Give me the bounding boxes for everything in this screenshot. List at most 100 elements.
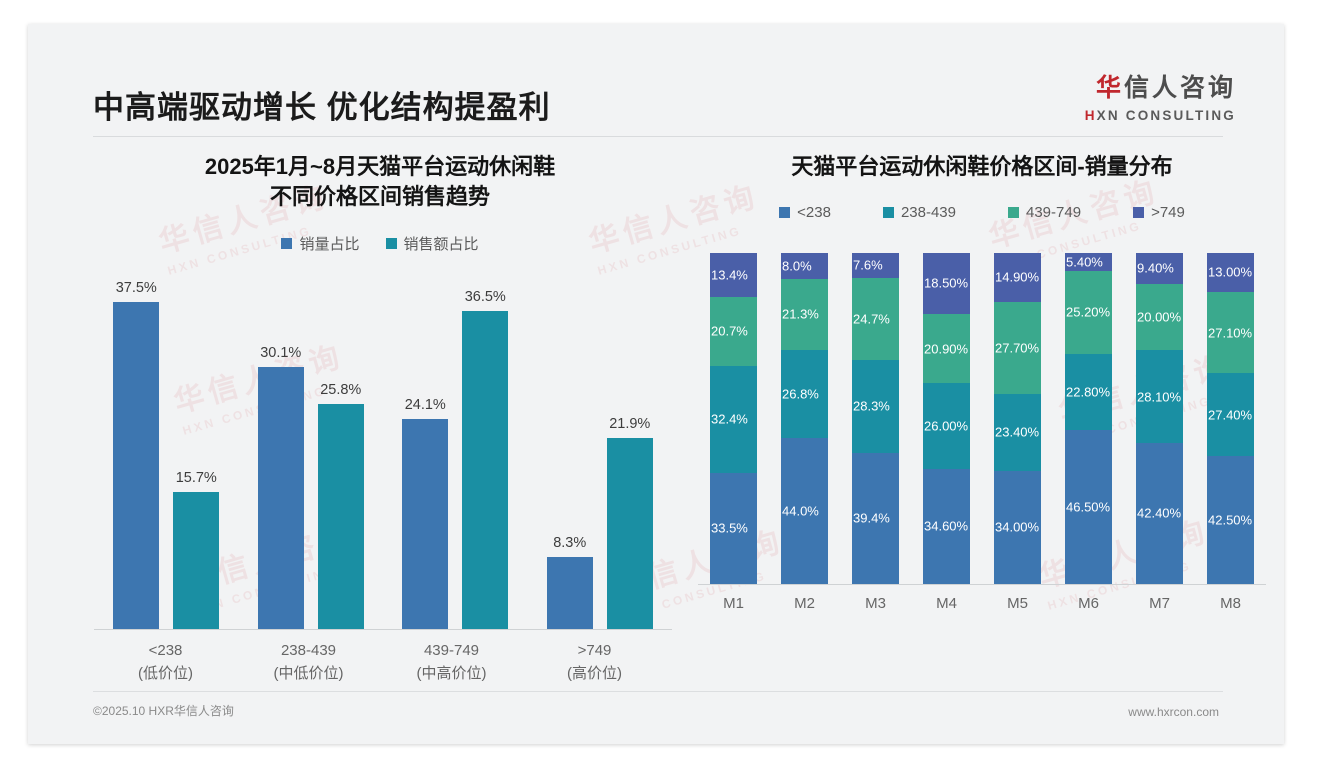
stack-segment[interactable]: 46.50% (1065, 429, 1112, 584)
bar[interactable]: 21.9% (606, 416, 653, 630)
x-axis-tick-sublabel: (高价位) (567, 664, 622, 682)
stacked-bar[interactable]: 34.60% 26.00% 20.90% 18.50% (923, 252, 970, 584)
stacked-bar[interactable]: 46.50% 22.80% 25.20% 5.40% (1065, 252, 1112, 584)
legend-item[interactable]: >749 (1133, 204, 1185, 221)
stack-segment[interactable]: 20.7% (710, 297, 757, 366)
stacked-bar-column: 33.5% 32.4% 20.7% 13.4% (698, 252, 769, 584)
x-axis-tick-range: >749 (577, 642, 612, 660)
logo-english-accent: H (1084, 108, 1097, 123)
legend-label: 销售额占比 (403, 236, 479, 254)
stack-segment[interactable]: 22.80% (1065, 354, 1112, 430)
bar[interactable]: 30.1% (257, 345, 304, 630)
left-chart-title: 2025年1月~8月天猫平台运动休闲鞋 不同价格区间销售趋势 (80, 152, 680, 211)
logo-english-rest: XN CONSULTING (1096, 108, 1236, 123)
stack-segment[interactable]: 27.10% (1207, 291, 1254, 374)
stack-segment-label: 8.0% (782, 258, 812, 274)
stack-segment[interactable]: 27.70% (994, 302, 1041, 394)
legend-item[interactable]: <238 (779, 204, 831, 221)
right-chart-panel: 天猫平台运动休闲鞋价格区间-销量分布 <238 238-439 439-749 >74… (692, 152, 1272, 692)
stack-segment[interactable]: 34.60% (923, 469, 970, 584)
left-chart-title-line1: 2025年1月~8月天猫平台运动休闲鞋 (204, 154, 556, 179)
x-axis-tick-sublabel: (中低价位) (273, 664, 344, 682)
legend-item[interactable]: 销量占比 (281, 233, 360, 254)
stack-segment[interactable]: 33.5% (710, 472, 757, 584)
x-axis-tick-label: M8 (1220, 594, 1241, 612)
stack-segment-label: 13.4% (711, 267, 748, 283)
legend-label: 439-749 (1026, 203, 1082, 221)
slide-header: 中高端驱动增长 优化结构提盈利 华信人咨询 HXN CONSULTING (28, 24, 1284, 137)
stack-segment[interactable]: 28.3% (852, 359, 899, 454)
page-title: 中高端驱动增长 优化结构提盈利 (93, 90, 551, 125)
legend-swatch-icon (281, 238, 293, 250)
bar[interactable]: 25.8% (317, 382, 364, 630)
legend-label: >749 (1151, 203, 1185, 221)
stack-segment[interactable]: 20.00% (1136, 283, 1183, 351)
stack-segment[interactable]: 13.00% (1207, 252, 1254, 292)
stack-segment[interactable]: 42.40% (1136, 443, 1183, 584)
x-axis-tick-label: <238 (低价位) (94, 640, 237, 685)
bar-value-label: 25.8% (320, 382, 362, 399)
stack-segment-label: 23.40% (995, 424, 1040, 440)
stack-segment-label: 14.90% (995, 269, 1040, 285)
x-axis-tick-label: M5 (1007, 594, 1028, 612)
right-chart-legend: <238 238-439 439-749 >749 (692, 204, 1272, 221)
stacked-bar-column: 39.4% 28.3% 24.7% 7.6% (840, 252, 911, 584)
stack-segment-label: 39.4% (853, 510, 890, 526)
x-axis-tick-sublabel: (中高价位) (416, 664, 487, 682)
stacked-bar[interactable]: 33.5% 32.4% 20.7% 13.4% (710, 252, 757, 584)
footer-website: www.hxrcon.com (1128, 705, 1219, 719)
stack-segment[interactable]: 24.7% (852, 277, 899, 360)
x-axis-tick-label: M3 (865, 594, 886, 612)
stack-segment[interactable]: 7.6% (852, 252, 899, 278)
stack-segment[interactable]: 28.10% (1136, 350, 1183, 444)
legend-item[interactable]: 238-439 (882, 204, 956, 221)
stack-segment[interactable]: 9.40% (1136, 252, 1183, 284)
stack-segment-label: 32.4% (711, 411, 748, 427)
bar-value-label: 30.1% (260, 344, 302, 361)
stack-segment[interactable]: 32.4% (710, 365, 757, 473)
stack-segment-label: 42.50% (1208, 512, 1253, 528)
bar[interactable]: 8.3% (546, 535, 593, 630)
stacked-bar[interactable]: 34.00% 23.40% 27.70% 14.90% (994, 252, 1041, 584)
bar-fill (317, 404, 364, 630)
stack-segment[interactable]: 18.50% (923, 252, 970, 314)
stack-segment-label: 34.60% (924, 518, 969, 534)
stack-segment[interactable]: 27.40% (1207, 373, 1254, 456)
bar-value-label: 21.9% (609, 416, 651, 433)
left-chart-x-axis-labels: <238 (低价位) 238-439 (中低价位) 439-749 (中高价位) >749 (… (94, 640, 666, 685)
legend-item[interactable]: 销售额占比 (385, 233, 479, 254)
x-axis-tick-sublabel: (低价位) (138, 664, 193, 682)
stacked-bar-column: 42.40% 28.10% 20.00% 9.40% (1124, 252, 1195, 584)
stack-segment[interactable]: 21.3% (781, 279, 828, 350)
stacked-bar[interactable]: 44.0% 26.8% 21.3% 8.0% (781, 252, 828, 584)
stack-segment[interactable]: 39.4% (852, 453, 899, 584)
stack-segment[interactable]: 26.00% (923, 383, 970, 470)
bar[interactable]: 24.1% (402, 397, 449, 630)
bar-value-label: 8.3% (553, 534, 587, 551)
stack-segment-label: 33.5% (711, 520, 748, 536)
stack-segment[interactable]: 5.40% (1065, 252, 1112, 271)
bar[interactable]: 36.5% (462, 289, 509, 630)
stack-segment[interactable]: 8.0% (781, 252, 828, 280)
stack-segment[interactable]: 13.4% (710, 252, 757, 298)
logo-chinese-rest: 信人咨询 (1123, 74, 1236, 102)
stack-segment[interactable]: 42.50% (1207, 455, 1254, 584)
stack-segment[interactable]: 34.00% (994, 471, 1041, 584)
stacked-bar[interactable]: 42.50% 27.40% 27.10% 13.00% (1207, 252, 1254, 584)
stack-segment[interactable]: 25.20% (1065, 270, 1112, 355)
stack-segment[interactable]: 14.90% (994, 252, 1041, 302)
stack-segment-label: 34.00% (995, 519, 1040, 535)
bar[interactable]: 37.5% (113, 280, 160, 630)
stacked-bar[interactable]: 39.4% 28.3% 24.7% 7.6% (852, 252, 899, 584)
stack-segment[interactable]: 26.8% (781, 349, 828, 439)
stack-segment[interactable]: 20.90% (923, 313, 970, 384)
bar[interactable]: 15.7% (173, 470, 220, 630)
stack-segment-label: 42.40% (1137, 505, 1182, 521)
stack-segment[interactable]: 23.40% (994, 393, 1041, 472)
stacked-bar[interactable]: 42.40% 28.10% 20.00% 9.40% (1136, 252, 1183, 584)
bar-value-label: 37.5% (115, 280, 157, 297)
stack-segment[interactable]: 44.0% (781, 438, 828, 584)
stack-segment-label: 27.10% (1208, 325, 1253, 341)
legend-swatch-icon (882, 206, 894, 218)
legend-item[interactable]: 439-749 (1008, 204, 1081, 221)
